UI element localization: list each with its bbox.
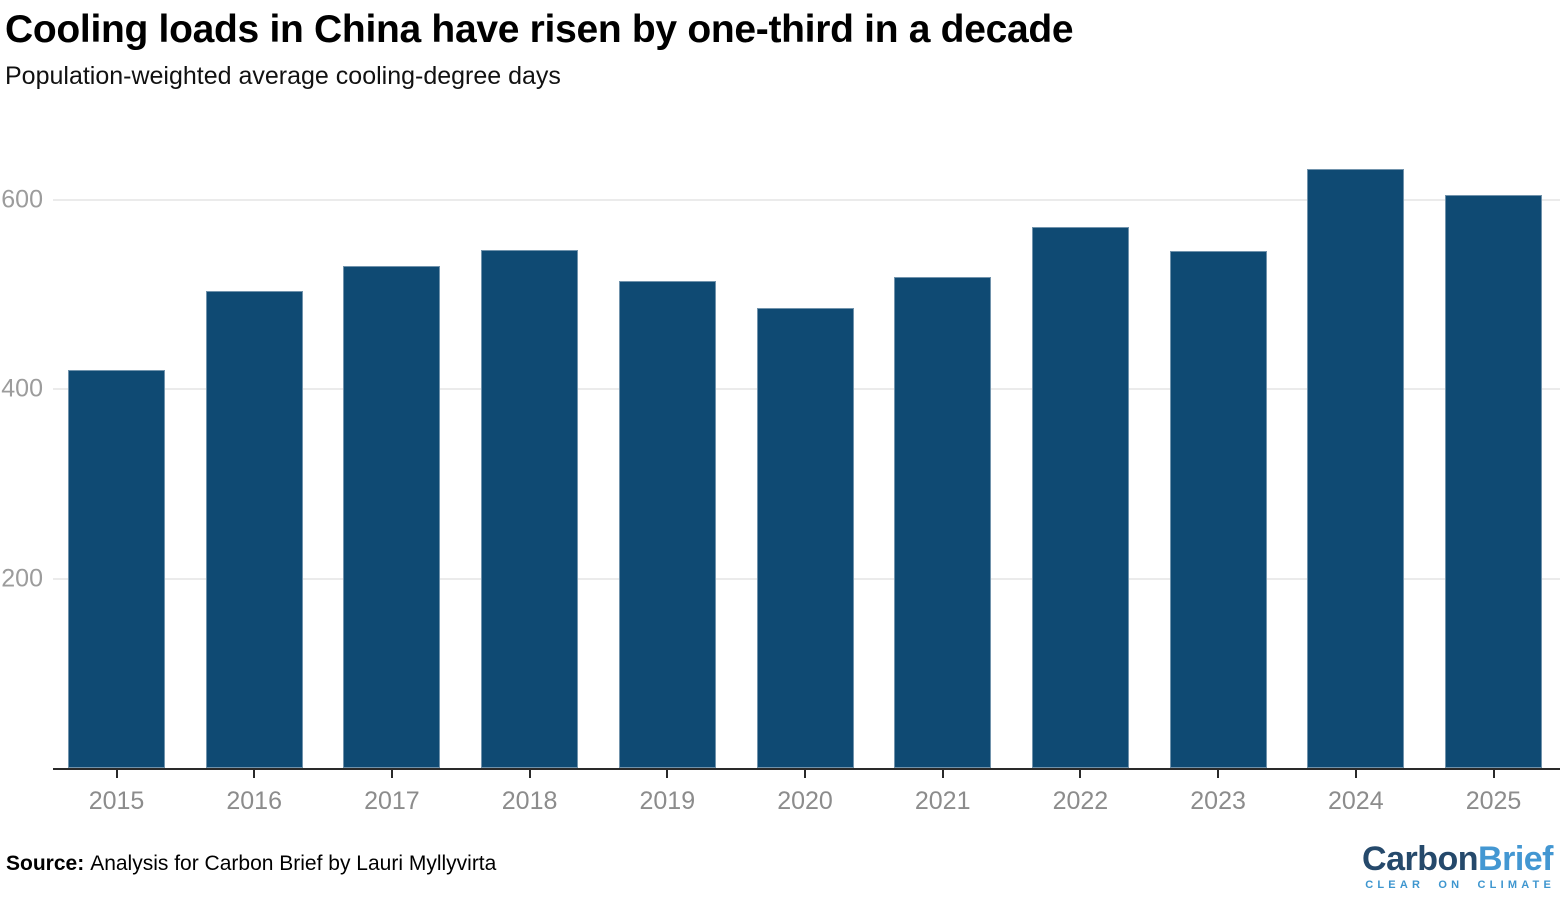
x-tick-label-2019: 2019 [639,787,696,815]
x-tick-2020 [804,770,806,778]
x-tick-label-2024: 2024 [1327,787,1384,815]
gridline-600 [53,198,1560,201]
x-tick-2017 [390,770,393,778]
x-tick-2021 [941,770,944,778]
source-label: Source: [6,852,85,875]
bar-2017 [343,265,441,768]
bar-2025 [1445,194,1542,768]
x-tick-label-2018: 2018 [501,787,558,815]
x-tick-label-2017: 2017 [364,787,420,815]
bar-2020 [756,307,854,768]
logo-carbon: Carbon [1362,840,1479,878]
x-tick-2025 [1492,770,1495,778]
x-tick-2022 [1079,770,1082,778]
x-tick-label-2022: 2022 [1052,787,1109,815]
bar-2023 [1169,250,1267,768]
x-tick-2015 [115,770,118,778]
bar-2021 [894,277,992,768]
x-tick-label-2016: 2016 [226,787,282,815]
carbonbrief-logo: CarbonBrief CLEAR ON CLIMATE [1362,840,1555,892]
bar-2015 [68,370,165,768]
source-text: Analysis for Carbon Brief by Lauri Mylly… [90,852,497,875]
bar-2024 [1307,169,1405,768]
x-tick-label-2015: 2015 [88,787,145,815]
x-tick-label-2023: 2023 [1190,787,1246,815]
x-tick-2018 [528,770,531,778]
x-tick-label-2020: 2020 [777,787,833,815]
x-tick-2016 [253,770,256,778]
x-axis-line [53,768,1560,770]
y-tick-label-200: 200 [1,564,43,593]
y-tick-label-400: 400 [1,374,43,403]
bar-2018 [481,249,579,768]
x-tick-2019 [666,770,669,778]
bar-2019 [618,281,716,768]
x-tick-2023 [1217,770,1220,778]
x-tick-2024 [1354,770,1357,778]
chart-title: Cooling loads in China have risen by one… [5,8,1074,51]
x-tick-label-2025: 2025 [1465,787,1522,815]
chart-header: Cooling loads in China have risen by one… [5,8,1505,91]
source-note: Source: Analysis for Carbon Brief by Laur… [6,852,496,876]
x-tick-label-2021: 2021 [914,787,971,815]
logo-brief: Brief [1478,840,1553,878]
chart-subtitle: Population-weighted average cooling-degr… [5,61,561,90]
logo-tagline: CLEAR ON CLIMATE [1365,879,1555,892]
plot-area: 200 400 600 2015 2016 2017 2018 2019 2020 2021 20… [1,140,1560,815]
bar-2022 [1031,227,1129,768]
bar-2016 [205,290,303,768]
logo-wordmark: CarbonBrief [1362,840,1553,878]
y-tick-label-600: 600 [1,185,43,214]
